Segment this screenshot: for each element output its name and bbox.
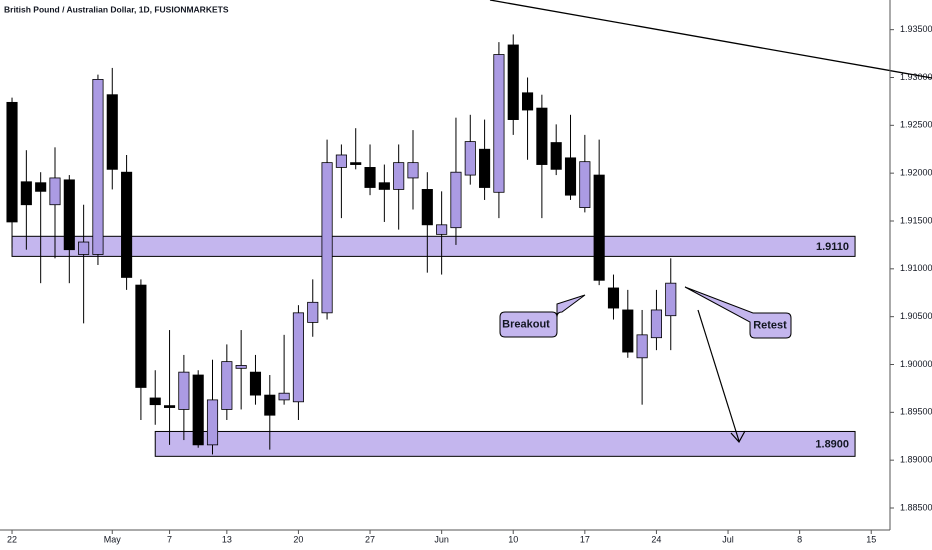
plot-layers: 1.93500 1.93000 1.92500 1.92000 1.91500 1.910… <box>6 24 932 544</box>
candle-body <box>235 365 247 369</box>
candle-body <box>350 162 362 165</box>
arrow-head <box>730 430 746 444</box>
zone-label: 1.8900 <box>815 438 849 450</box>
x-tick-label: 8 <box>797 534 802 544</box>
trend-line <box>489 0 932 79</box>
candle-body <box>121 171 133 278</box>
candle-body <box>564 157 577 196</box>
candle-body <box>393 162 405 190</box>
y-tick-label: 1.90000 <box>900 359 932 369</box>
candle-body <box>579 161 591 208</box>
x-tick-label: 13 <box>222 534 232 544</box>
arrow-shaft <box>697 309 740 442</box>
candle-body <box>421 189 433 226</box>
x-tick-label: 20 <box>293 534 303 544</box>
x-tick-label: Jun <box>434 534 449 544</box>
x-tick-label: 17 <box>580 534 590 544</box>
candle-body <box>507 44 519 120</box>
candle-body <box>335 154 347 168</box>
candle-body <box>20 181 32 206</box>
breakout-callout <box>499 294 586 338</box>
candle-body <box>106 94 118 170</box>
candle-body <box>307 301 319 323</box>
candle-body <box>665 282 677 317</box>
candle-body <box>264 394 276 416</box>
candle-body <box>35 182 47 192</box>
y-tick-label: 1.89500 <box>900 407 932 417</box>
y-tick-label: 1.92500 <box>900 120 932 130</box>
candle-body <box>221 361 233 410</box>
candle-body <box>206 399 219 446</box>
candle-body <box>479 148 491 188</box>
candle-body <box>92 79 104 255</box>
y-tick-label: 1.91500 <box>900 215 932 225</box>
candle-body <box>536 107 548 165</box>
y-tick-label: 1.92000 <box>900 168 932 178</box>
candle-body <box>622 309 634 353</box>
x-tick-label: 10 <box>508 534 518 544</box>
candle-body <box>450 171 462 229</box>
chart-title: British Pound / Australian Dollar, 1D, F… <box>4 4 229 14</box>
candle-body <box>436 224 448 235</box>
x-tick-label: 22 <box>7 534 17 544</box>
x-tick-label: 15 <box>866 534 876 544</box>
candle-body <box>607 287 620 309</box>
candle-body <box>321 162 333 314</box>
y-tick-label: 1.89000 <box>900 455 932 465</box>
x-tick-label: 24 <box>651 534 661 544</box>
annotation: Retest <box>753 319 787 331</box>
zone <box>154 430 856 457</box>
candle-body <box>135 284 147 388</box>
candle-body <box>163 405 176 408</box>
x-tick-label: May <box>104 534 122 544</box>
zone-label: 1.9110 <box>816 241 849 253</box>
candle-body <box>650 309 662 339</box>
x-tick-label: 7 <box>167 534 172 544</box>
y-tick-label: 1.93000 <box>900 72 932 82</box>
candle-body <box>464 141 476 176</box>
x-tick-label: 27 <box>365 534 375 544</box>
x-tick-label: Jul <box>722 534 734 544</box>
candle-body <box>292 312 304 403</box>
annotation: Breakout <box>502 318 550 330</box>
retest-callout <box>684 286 792 339</box>
candle-body <box>278 392 290 401</box>
candle-body <box>407 162 419 179</box>
candle-body <box>636 334 648 359</box>
candle-body <box>149 397 161 406</box>
candle-body <box>550 142 562 170</box>
candle-body <box>493 54 505 193</box>
y-tick-label: 1.88500 <box>900 502 932 512</box>
candle-body <box>522 92 534 111</box>
y-tick-label: 1.93500 <box>900 24 932 34</box>
candle-body <box>593 174 605 281</box>
y-tick-label: 1.91000 <box>900 263 932 273</box>
candle-body <box>78 241 90 255</box>
candle-body <box>364 167 376 188</box>
zone <box>11 235 856 257</box>
candle-body <box>378 182 390 190</box>
candle-body <box>178 371 190 410</box>
candle-body <box>192 374 204 446</box>
candle-body <box>63 179 75 251</box>
y-tick-label: 1.90500 <box>900 311 932 321</box>
candle-body <box>249 371 262 396</box>
candle-body <box>6 101 18 223</box>
candle-body <box>49 177 61 206</box>
